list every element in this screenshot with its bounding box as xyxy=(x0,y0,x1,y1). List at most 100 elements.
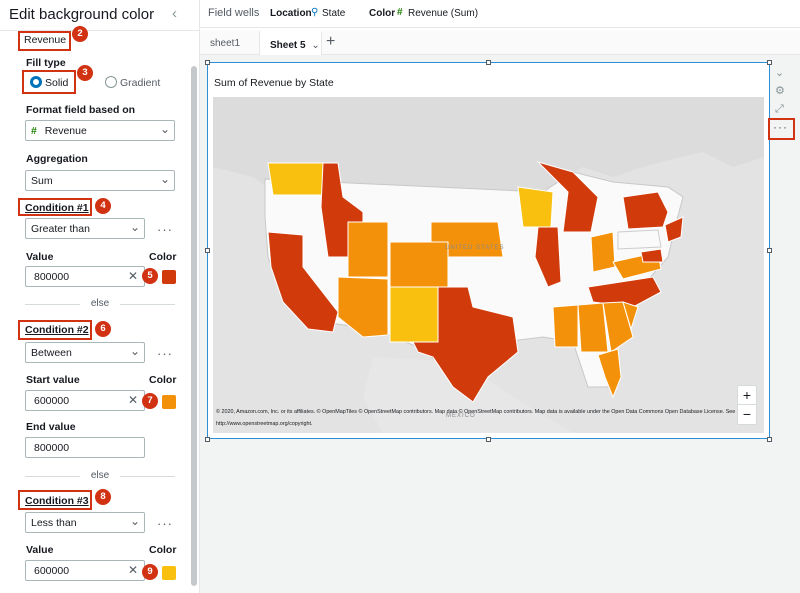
condition-2-start-input[interactable]: 600000 ✕ xyxy=(25,390,145,411)
resize-handle[interactable] xyxy=(767,437,772,442)
add-sheet-icon[interactable]: + xyxy=(326,33,336,50)
condition-3-operator-select[interactable]: Less than ⌄ xyxy=(25,512,145,533)
condition-2-operator: Between xyxy=(31,347,72,359)
resize-handle[interactable] xyxy=(205,437,210,442)
step-badge: 7 xyxy=(142,393,158,409)
collapse-panel-icon[interactable]: ‹ xyxy=(172,5,177,22)
resize-handle[interactable] xyxy=(486,437,491,442)
gear-icon[interactable]: ⚙ xyxy=(775,85,785,97)
more-options-icon[interactable]: ··· xyxy=(157,516,173,531)
chevron-down-icon: ⌄ xyxy=(129,220,140,234)
condition-2-start-value: 600000 xyxy=(34,395,70,407)
solid-radio[interactable] xyxy=(30,76,42,88)
state-utah xyxy=(347,221,389,278)
more-options-icon[interactable]: ··· xyxy=(157,346,173,361)
state-new-mexico xyxy=(389,286,439,343)
condition-3-title: Condition #3 xyxy=(25,495,89,507)
state-michigan xyxy=(536,160,599,233)
tab-sheet-5[interactable]: Sheet 5 ⌄ xyxy=(260,31,322,55)
chevron-down-icon: ⌄ xyxy=(129,344,140,358)
resize-handle[interactable] xyxy=(205,60,210,65)
state-ohio xyxy=(590,231,616,273)
step-badge: 3 xyxy=(77,65,93,81)
state-illinois xyxy=(534,226,562,288)
format-field-select[interactable]: # Revenue ⌄ xyxy=(25,120,175,141)
state-wisconsin xyxy=(517,186,554,228)
resize-handle[interactable] xyxy=(767,248,772,253)
aggregation-label: Aggregation xyxy=(26,153,88,165)
callout-box-solid xyxy=(22,70,76,94)
callout-box-menu xyxy=(768,118,795,140)
map-canvas xyxy=(213,97,764,433)
clear-icon[interactable]: ✕ xyxy=(127,563,138,577)
resize-handle[interactable] xyxy=(486,60,491,65)
panel-scrollbar[interactable] xyxy=(191,66,197,586)
resize-handle[interactable] xyxy=(205,248,210,253)
state-georgia xyxy=(602,301,634,353)
color-well-label: Color xyxy=(369,8,396,19)
step-badge: 9 xyxy=(142,564,158,580)
location-well-value[interactable]: State xyxy=(322,8,346,19)
expand-icon[interactable]: ⤢ xyxy=(775,103,784,115)
condition-1-value: 800000 xyxy=(34,271,70,283)
visual-menu-icon[interactable]: ··· xyxy=(773,120,788,134)
solid-label[interactable]: Solid xyxy=(45,77,69,89)
clear-icon[interactable]: ✕ xyxy=(127,393,138,407)
chevron-double-down-icon[interactable]: ⌄ xyxy=(775,67,785,79)
condition-3-color-swatch[interactable] xyxy=(162,566,176,580)
callout-box-condition-3 xyxy=(18,490,92,510)
condition-2-operator-select[interactable]: Between ⌄ xyxy=(25,342,145,363)
zoom-in-button[interactable]: + xyxy=(738,386,756,405)
map-attribution: © 2020, Amazon.com, Inc. or its affiliat… xyxy=(216,409,736,427)
field-chip: Revenue xyxy=(24,34,67,46)
more-options-icon[interactable]: ··· xyxy=(157,222,173,237)
gradient-radio[interactable] xyxy=(105,76,117,88)
state-nebraska xyxy=(430,221,504,258)
clear-icon[interactable]: ✕ xyxy=(127,269,138,283)
condition-1-operator: Greater than xyxy=(31,223,90,235)
zoom-out-button[interactable]: − xyxy=(742,406,752,422)
condition-2-color-swatch[interactable] xyxy=(162,395,176,409)
condition-2-end-value: 800000 xyxy=(34,442,70,454)
state-north-carolina xyxy=(587,276,662,308)
visual-title: Sum of Revenue by State xyxy=(214,77,334,89)
aggregation-select[interactable]: Sum ⌄ xyxy=(25,170,175,191)
callout-box-condition-2 xyxy=(18,320,92,340)
state-pennsylvania xyxy=(617,229,662,250)
step-badge: 6 xyxy=(95,321,111,337)
canada-landmass xyxy=(213,97,764,192)
tab-sheet-5-label: Sheet 5 xyxy=(270,40,306,51)
country-label: UNITED STATES xyxy=(445,245,505,251)
chevron-down-icon: ⌄ xyxy=(159,122,170,136)
state-mississippi xyxy=(552,304,579,348)
condition-2-end-label: End value xyxy=(26,421,76,433)
step-badge: 4 xyxy=(95,198,111,214)
condition-1-operator-select[interactable]: Greater than ⌄ xyxy=(25,218,145,239)
state-maryland xyxy=(640,248,664,263)
tab-sheet1[interactable]: sheet1 xyxy=(200,31,260,55)
state-california xyxy=(267,231,339,333)
chevron-down-icon[interactable]: ⌄ xyxy=(311,40,320,51)
map-area[interactable]: UNITED STATES MEXICO © 2020, Amazon.com,… xyxy=(213,97,764,433)
fill-type-label: Fill type xyxy=(26,57,66,69)
state-arizona xyxy=(337,276,389,338)
condition-1-title: Condition #1 xyxy=(25,202,89,214)
gradient-label[interactable]: Gradient xyxy=(120,77,161,89)
resize-handle[interactable] xyxy=(767,60,772,65)
condition-2-start-label: Start value xyxy=(26,374,80,386)
location-well-label: Location xyxy=(270,8,312,19)
condition-1-color-swatch[interactable] xyxy=(162,270,176,284)
condition-1-value-input[interactable]: 800000 ✕ xyxy=(25,266,145,287)
state-texas xyxy=(412,286,519,403)
condition-1-value-label: Value xyxy=(26,251,54,263)
step-badge: 8 xyxy=(95,489,111,505)
format-field-label: Format field based on xyxy=(26,104,136,116)
color-well-value[interactable]: Revenue (Sum) xyxy=(408,8,479,19)
zoom-controls: + − xyxy=(737,385,757,425)
condition-2-end-input[interactable]: 800000 xyxy=(25,437,145,458)
hash-icon: # xyxy=(397,7,403,18)
state-colorado xyxy=(389,241,449,288)
callout-box-condition-1 xyxy=(18,198,92,216)
state-washington xyxy=(267,162,324,196)
condition-3-value-input[interactable]: 600000 ✕ xyxy=(25,560,145,581)
